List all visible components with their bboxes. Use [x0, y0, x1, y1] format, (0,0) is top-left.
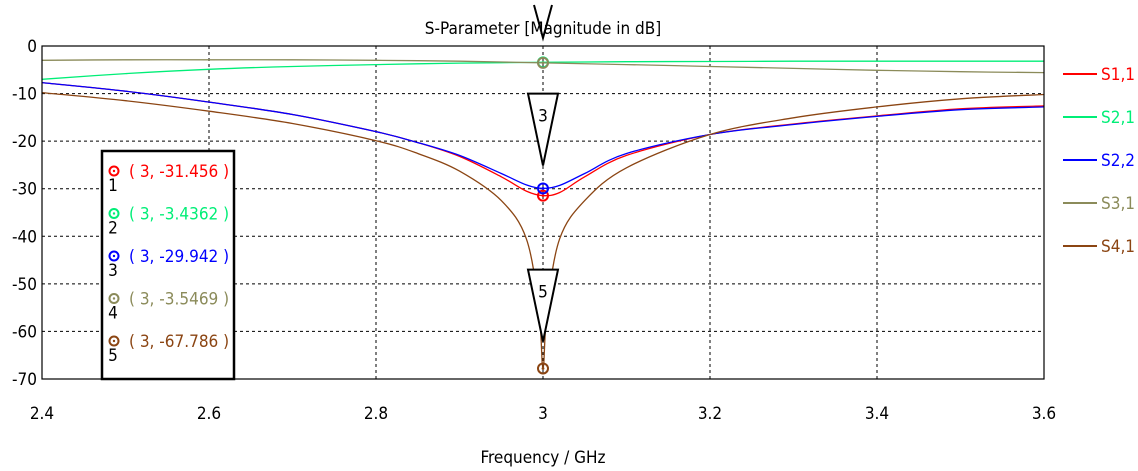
- marker-point-4: [537, 56, 549, 69]
- x-tick-label: 3: [538, 404, 548, 424]
- svg-text:( 3, -31.456 ): ( 3, -31.456 ): [129, 162, 229, 182]
- marker-flag-top: [533, 4, 553, 42]
- marker-points: [537, 56, 549, 375]
- marker-flag-3: 3: [526, 92, 560, 166]
- y-tick-label: -60: [12, 322, 37, 342]
- marker-entry-2: 2 ( 3, -3.4362 ): [108, 205, 229, 239]
- svg-text:S2,2: S2,2: [1101, 151, 1135, 171]
- marker-entry-4: 4 ( 3, -3.5469 ): [108, 290, 229, 324]
- svg-text:S4,1: S4,1: [1101, 237, 1135, 257]
- legend-entry-2: S2,1: [1063, 108, 1135, 128]
- marker-flag-5: 5: [526, 268, 560, 342]
- svg-text:1: 1: [108, 176, 118, 196]
- x-tick-label: 3.4: [865, 404, 889, 424]
- svg-text:3: 3: [108, 261, 118, 281]
- y-tick-label: -50: [12, 275, 37, 295]
- marker-point-3: [537, 182, 549, 195]
- y-tick-label: -20: [12, 132, 37, 152]
- x-tick-label: 3.6: [1032, 404, 1056, 424]
- x-tick-label: 2.6: [197, 404, 221, 424]
- plot-area: [41, 45, 1045, 380]
- marker-box-frame: [100, 149, 236, 381]
- legend-entry-3: S2,2: [1063, 151, 1135, 171]
- svg-text:S1,1: S1,1: [1101, 65, 1135, 85]
- svg-text:3: 3: [538, 107, 548, 127]
- svg-text:S3,1: S3,1: [1101, 194, 1135, 214]
- x-axis-label: Frequency / GHz: [480, 448, 605, 468]
- y-tick-label: -70: [12, 370, 37, 390]
- svg-text:( 3, -3.5469 ): ( 3, -3.5469 ): [129, 290, 229, 310]
- svg-text:5: 5: [538, 283, 548, 303]
- axis-ticks: 2.4 2.6 2.8 3 3.2 3.4 3.6 0 -10 -20 -30 -40 -50 -60 -7…: [12, 37, 1056, 424]
- x-tick-label: 2.4: [30, 404, 54, 424]
- y-tick-label: -10: [12, 85, 37, 105]
- series-line-5: [42, 91, 1044, 370]
- legend-entry-4: S3,1: [1063, 194, 1135, 214]
- y-tick-label: -40: [12, 227, 37, 247]
- marker-point-1: [537, 189, 549, 202]
- y-tick-label: 0: [27, 37, 37, 57]
- marker-info-box: 1 ( 3, -31.456 ) 2 ( 3, -3.4362 ) 3 ( 3, -29.…: [100, 149, 236, 381]
- marker-flags: 35: [526, 4, 560, 342]
- svg-text:4: 4: [108, 304, 118, 324]
- x-tick-label: 2.8: [364, 404, 388, 424]
- legend-entry-5: S4,1: [1063, 237, 1135, 257]
- legend: S1,1 S2,1 S2,2 S3,1 S4,1: [1063, 65, 1135, 257]
- svg-text:5: 5: [108, 346, 118, 366]
- chart-title: S-Parameter [Magnitude in dB]: [425, 19, 661, 39]
- marker-entry-3: 3 ( 3, -29.942 ): [108, 247, 229, 281]
- marker-entry-5: 5 ( 3, -67.786 ): [108, 332, 229, 366]
- marker-point-5: [537, 362, 549, 375]
- x-tick-label: 3.2: [698, 404, 722, 424]
- svg-text:( 3, -67.786 ): ( 3, -67.786 ): [129, 332, 229, 352]
- legend-entry-1: S1,1: [1063, 65, 1135, 85]
- svg-text:S2,1: S2,1: [1101, 108, 1135, 128]
- svg-text:( 3, -3.4362 ): ( 3, -3.4362 ): [129, 205, 229, 225]
- svg-text:2: 2: [108, 219, 118, 239]
- marker-entry-1: 1 ( 3, -31.456 ): [108, 162, 229, 196]
- y-tick-label: -30: [12, 180, 37, 200]
- svg-text:( 3, -29.942 ): ( 3, -29.942 ): [129, 247, 229, 267]
